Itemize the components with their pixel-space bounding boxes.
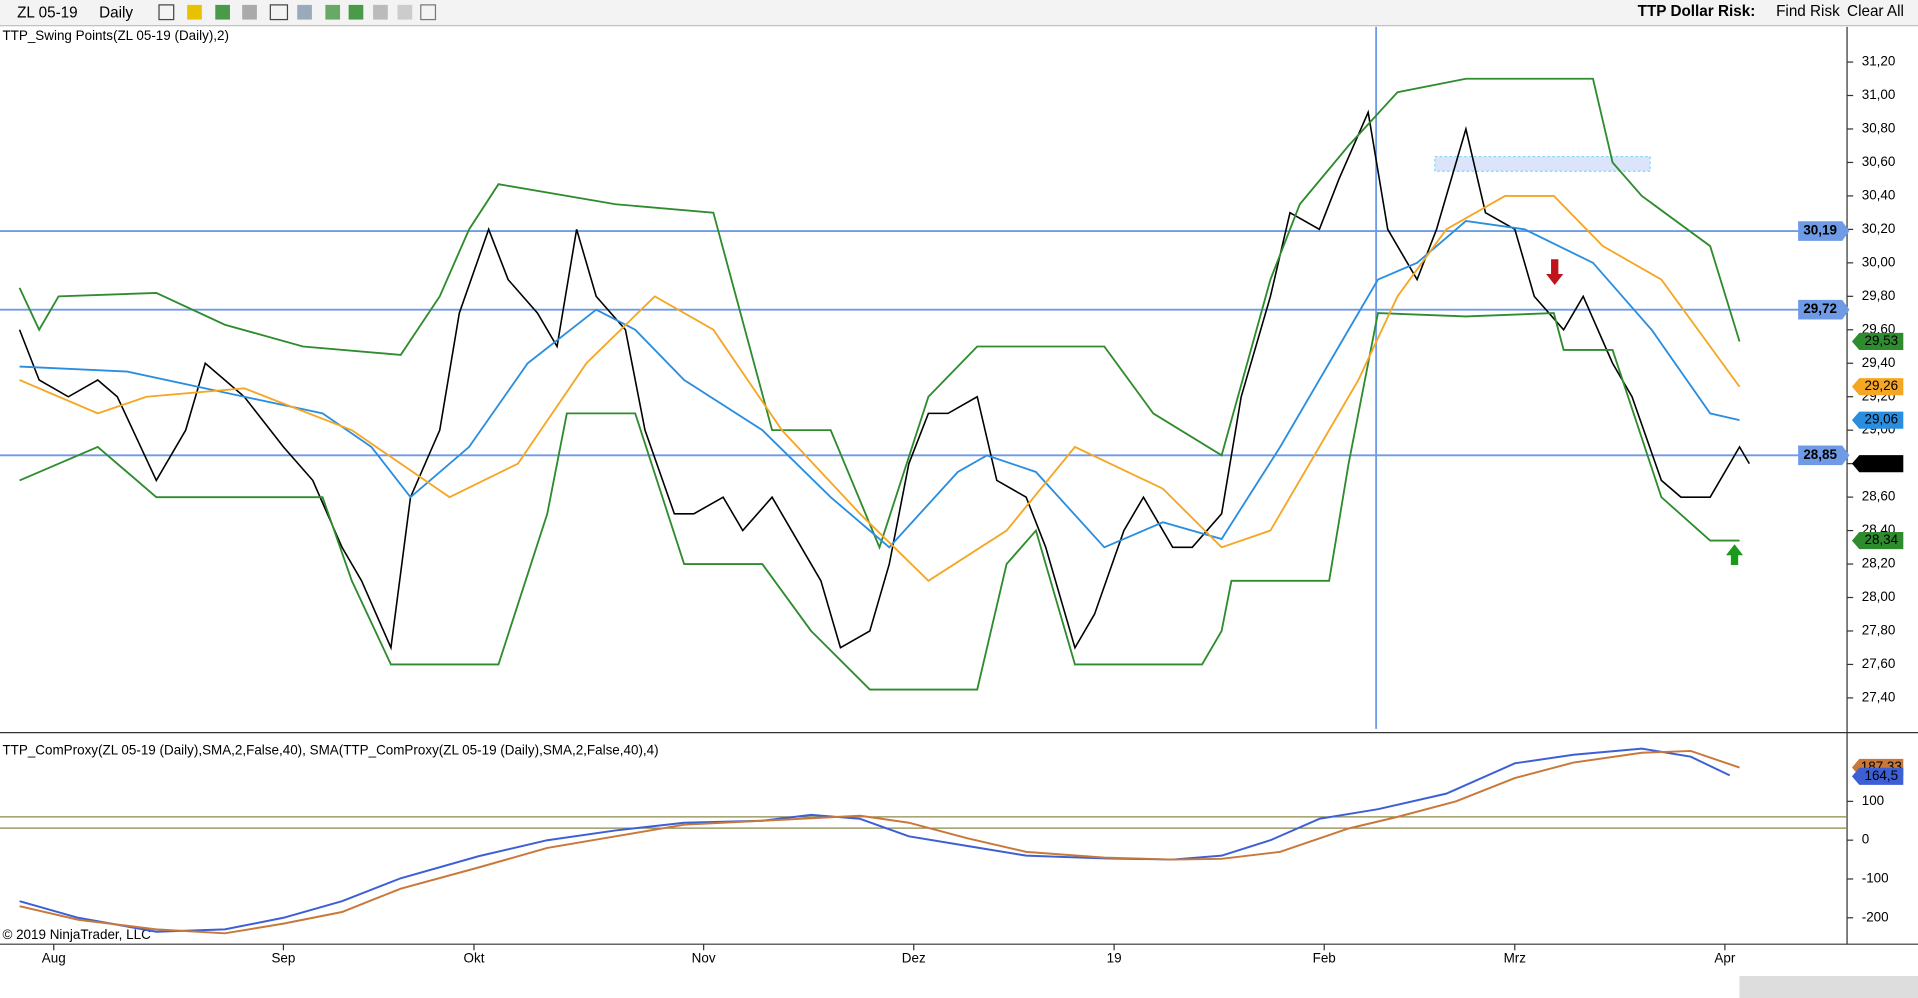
line-label: 28,85 xyxy=(1803,447,1837,462)
line-label-box xyxy=(1798,221,1850,241)
x-tick-label: Aug xyxy=(42,950,66,965)
y-tick-label: 30,40 xyxy=(1862,187,1896,202)
find-risk-button[interactable]: Find Risk xyxy=(1776,3,1840,20)
y-tick-label: 29,60 xyxy=(1862,321,1896,336)
x-tick-label: Dez xyxy=(902,950,926,965)
y-tick-label: -100 xyxy=(1862,871,1889,886)
y-tick-label: 30,00 xyxy=(1862,254,1896,269)
x-tick-label: Apr xyxy=(1714,950,1735,965)
y-tick-label: 31,20 xyxy=(1862,54,1896,69)
buy-arrow xyxy=(1725,544,1744,566)
series-line xyxy=(19,195,1741,582)
indicator-label: TTP_ComProxy(ZL 05-19 (Daily),SMA,2,Fals… xyxy=(2,742,658,757)
price-marker-label: 29,53 xyxy=(1864,333,1898,348)
series-line xyxy=(18,77,1741,550)
y-tick-label: 28,20 xyxy=(1862,556,1896,571)
y-tick-label: 29,40 xyxy=(1862,355,1896,370)
zone-box xyxy=(1434,155,1651,172)
y-tick-label: 27,80 xyxy=(1862,623,1896,638)
price-marker xyxy=(1851,767,1904,785)
indicator-label: TTP_Swing Points(ZL 05-19 (Daily),2) xyxy=(2,28,229,43)
x-tick-label: Nov xyxy=(692,950,716,965)
price-marker-label: 29,26 xyxy=(1864,378,1898,393)
line-label-box xyxy=(1798,445,1850,466)
price-marker xyxy=(1851,411,1904,429)
copyright: © 2019 NinjaTrader, LLC xyxy=(2,927,151,942)
price-marker xyxy=(1851,455,1904,473)
toolbar xyxy=(0,0,1918,26)
series-line xyxy=(19,220,1740,549)
scrollbar[interactable] xyxy=(1739,975,1918,998)
y-tick-label: 0 xyxy=(1862,832,1869,847)
y-tick-label: -200 xyxy=(1862,909,1889,924)
y-tick-label: 28,00 xyxy=(1862,589,1896,604)
price-marker-label: 28,34 xyxy=(1864,532,1898,547)
line-label: 29,72 xyxy=(1803,301,1837,316)
price-marker xyxy=(1851,378,1904,396)
toolbar-icons[interactable] xyxy=(158,4,437,21)
price-marker-label: 28,80 xyxy=(1864,455,1898,470)
y-tick-label: 28,60 xyxy=(1862,489,1896,504)
line-label-box xyxy=(1798,299,1850,320)
series-line xyxy=(19,312,1740,691)
price-marker-label: 164,5 xyxy=(1864,768,1898,783)
y-tick-label: 30,60 xyxy=(1862,154,1896,169)
clear-all-button[interactable]: Clear All xyxy=(1847,3,1904,20)
series-line xyxy=(18,109,1751,651)
sell-arrow xyxy=(1546,259,1564,285)
risk-label: TTP Dollar Risk: xyxy=(1638,3,1756,20)
series-line xyxy=(19,747,1731,933)
x-tick-label: Sep xyxy=(271,950,295,965)
price-marker-label: 29,06 xyxy=(1864,412,1898,427)
price-marker xyxy=(1851,532,1904,550)
x-tick-label: Okt xyxy=(464,950,485,965)
series-line xyxy=(19,749,1740,935)
y-tick-label: 31,00 xyxy=(1862,87,1896,102)
y-tick-label: 100 xyxy=(1862,793,1884,808)
interval-selector[interactable]: Daily xyxy=(99,4,133,21)
price-marker xyxy=(1851,332,1904,351)
y-tick-label: 29,80 xyxy=(1862,288,1896,303)
x-tick-label: Mrz xyxy=(1504,950,1527,965)
y-tick-label: 30,20 xyxy=(1862,221,1896,236)
y-tick-label: 27,40 xyxy=(1862,689,1896,704)
x-tick-label: 19 xyxy=(1107,950,1122,965)
y-tick-label: 30,80 xyxy=(1862,121,1896,136)
line-label: 30,19 xyxy=(1803,223,1837,238)
instrument-selector[interactable]: ZL 05-19 xyxy=(17,4,78,21)
y-tick-label: 27,60 xyxy=(1862,656,1896,671)
x-tick-label: Feb xyxy=(1313,950,1336,965)
